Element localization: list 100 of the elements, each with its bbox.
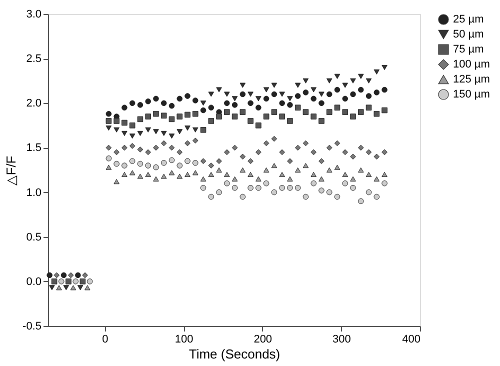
point bbox=[145, 114, 151, 120]
point bbox=[224, 109, 230, 115]
point bbox=[248, 172, 254, 177]
point bbox=[122, 162, 128, 168]
point bbox=[153, 176, 159, 182]
point bbox=[358, 86, 364, 93]
point bbox=[122, 120, 128, 126]
point bbox=[84, 285, 90, 290]
point bbox=[51, 278, 58, 284]
point bbox=[200, 107, 206, 114]
point bbox=[256, 122, 262, 128]
point bbox=[114, 160, 120, 167]
point bbox=[366, 104, 372, 110]
point bbox=[318, 118, 324, 124]
point bbox=[294, 184, 301, 191]
point bbox=[70, 285, 76, 290]
point bbox=[75, 272, 81, 278]
point bbox=[176, 174, 183, 179]
point bbox=[200, 126, 206, 133]
point bbox=[326, 109, 332, 115]
point bbox=[224, 100, 230, 106]
point bbox=[232, 144, 238, 151]
x-tick-label: 0 bbox=[102, 334, 108, 346]
point bbox=[302, 194, 309, 200]
point bbox=[271, 163, 278, 168]
point bbox=[326, 91, 332, 98]
point bbox=[302, 90, 309, 96]
point bbox=[168, 116, 175, 122]
point bbox=[302, 109, 309, 115]
point bbox=[279, 92, 285, 97]
point bbox=[56, 285, 62, 290]
point bbox=[232, 96, 238, 102]
point bbox=[318, 176, 324, 182]
point bbox=[129, 122, 136, 128]
point bbox=[310, 96, 316, 102]
point bbox=[366, 149, 372, 156]
point bbox=[200, 158, 206, 164]
point bbox=[232, 114, 238, 120]
point bbox=[46, 272, 52, 278]
point bbox=[54, 272, 60, 278]
point bbox=[248, 158, 254, 164]
point bbox=[334, 164, 340, 170]
point bbox=[350, 114, 356, 120]
legend-label: 75 µm bbox=[453, 44, 484, 56]
point bbox=[80, 278, 86, 284]
point bbox=[310, 87, 316, 92]
point bbox=[279, 149, 285, 156]
point bbox=[318, 92, 324, 97]
y-tick-label: 0.5 bbox=[26, 231, 42, 244]
point bbox=[160, 100, 167, 106]
point bbox=[224, 180, 230, 186]
point bbox=[240, 154, 246, 160]
point bbox=[342, 180, 348, 186]
point bbox=[145, 162, 151, 168]
point bbox=[294, 167, 301, 173]
point bbox=[106, 156, 112, 162]
point bbox=[122, 144, 128, 151]
point bbox=[382, 149, 388, 156]
point bbox=[176, 114, 183, 120]
point bbox=[137, 160, 144, 167]
point bbox=[350, 78, 356, 84]
point bbox=[168, 157, 175, 164]
point bbox=[350, 176, 356, 182]
point bbox=[374, 69, 380, 74]
point bbox=[106, 126, 112, 131]
point bbox=[216, 87, 222, 92]
point bbox=[145, 149, 151, 156]
y-tick-label: 1.5 bbox=[26, 142, 42, 154]
point bbox=[263, 140, 270, 146]
point bbox=[374, 110, 380, 117]
point bbox=[302, 78, 309, 84]
point bbox=[192, 98, 198, 104]
point bbox=[294, 93, 301, 99]
y-tick-label: 2.5 bbox=[26, 53, 42, 66]
point bbox=[256, 104, 262, 110]
point bbox=[184, 112, 190, 118]
point bbox=[232, 176, 238, 182]
point bbox=[63, 285, 70, 290]
point bbox=[224, 172, 230, 177]
point bbox=[318, 100, 324, 106]
point bbox=[200, 176, 206, 182]
point bbox=[240, 194, 246, 200]
point bbox=[342, 96, 348, 102]
point bbox=[287, 176, 293, 182]
point bbox=[310, 149, 316, 156]
point bbox=[137, 130, 144, 136]
point bbox=[350, 184, 356, 191]
point bbox=[137, 102, 144, 108]
point bbox=[240, 82, 246, 88]
point bbox=[318, 158, 324, 164]
point bbox=[310, 180, 316, 186]
point bbox=[208, 118, 214, 124]
point bbox=[106, 144, 112, 151]
point bbox=[248, 184, 254, 191]
point bbox=[129, 170, 136, 176]
point bbox=[184, 158, 190, 164]
point bbox=[358, 144, 364, 151]
point bbox=[129, 158, 136, 164]
point bbox=[256, 176, 262, 182]
y-tick-label: -0.5 bbox=[22, 320, 42, 332]
